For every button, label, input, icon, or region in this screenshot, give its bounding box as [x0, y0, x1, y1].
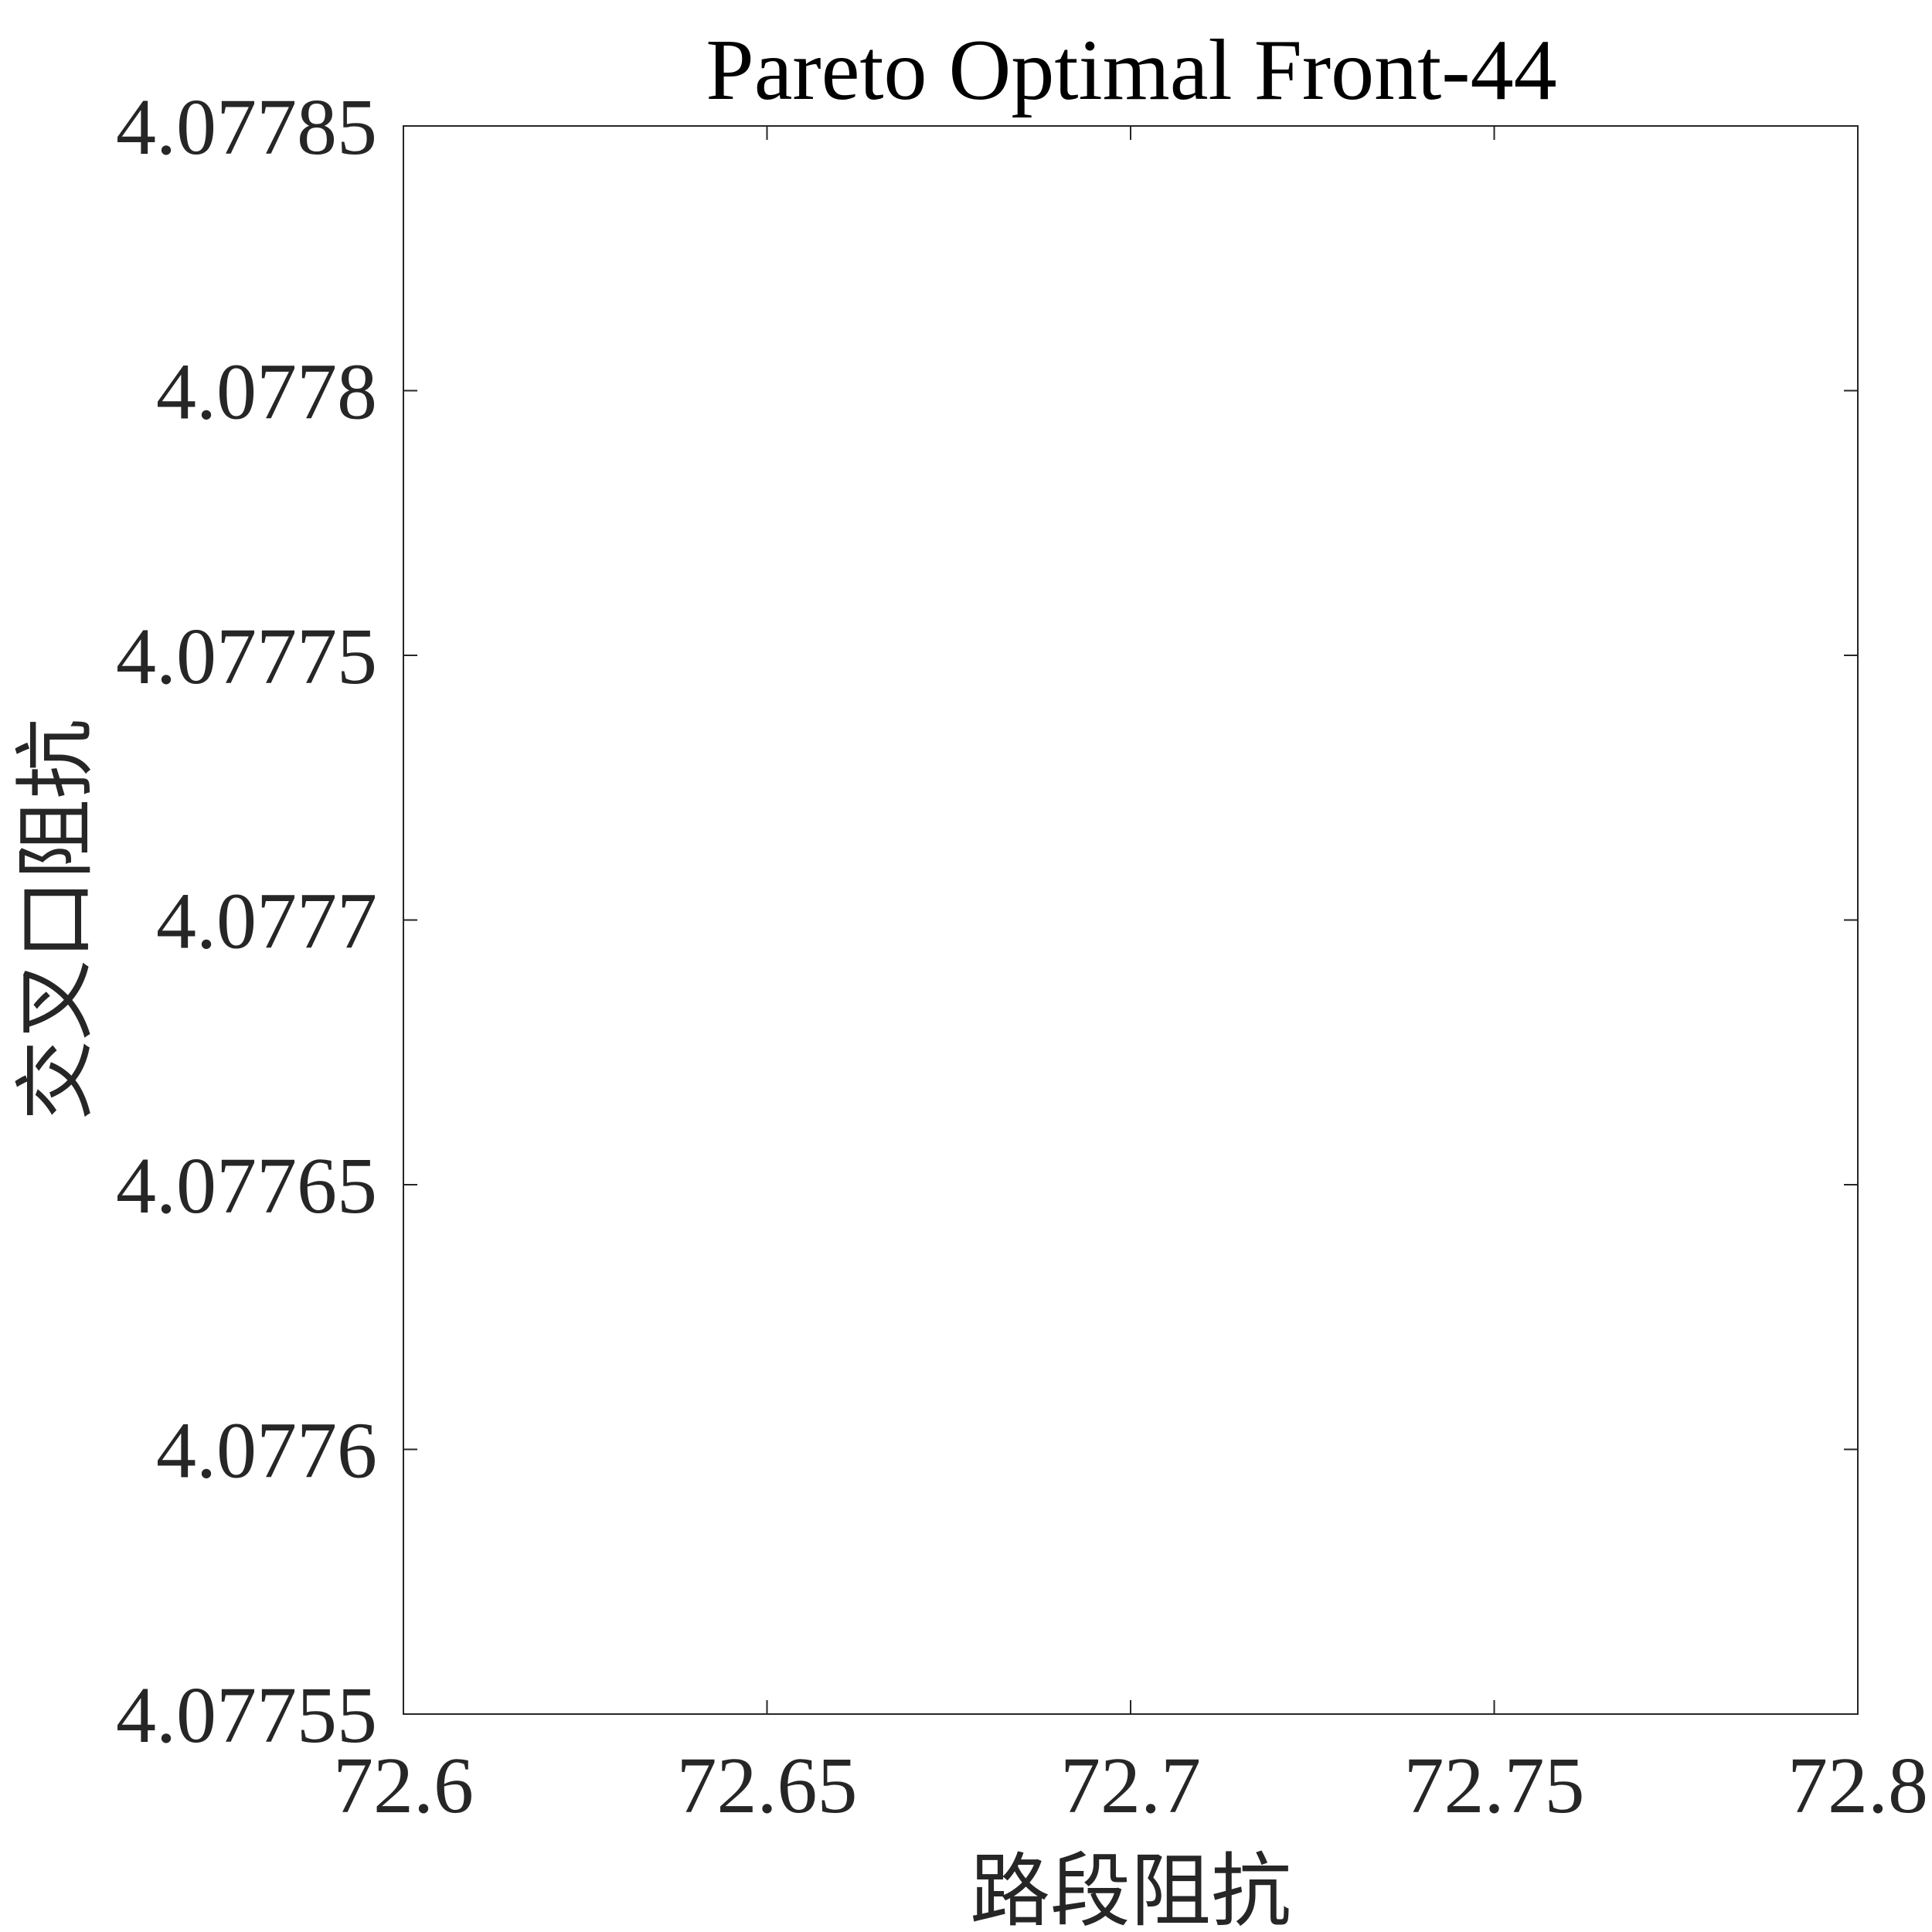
chart-title: Pareto Optimal Front-44	[706, 22, 1556, 118]
y-tick-label: 4.07765	[116, 1141, 377, 1230]
x-tick-label: 72.8	[1787, 1741, 1928, 1830]
x-axis-ticks: 72.6 72.65 72.7 72.75 72.8	[333, 126, 1928, 1830]
y-tick-label: 4.0776	[156, 1406, 377, 1495]
x-tick-label: 72.75	[1404, 1741, 1585, 1830]
x-tick-label: 72.7	[1060, 1741, 1201, 1830]
y-tick-label: 4.07775	[116, 612, 377, 701]
y-tick-label: 4.07785	[116, 83, 377, 172]
x-axis-label: 路段阻抗	[970, 1848, 1291, 1932]
y-axis-ticks: 4.07755 4.0776 4.07765 4.0777 4.07775 4.0778 4…	[116, 83, 1858, 1760]
y-tick-label: 4.0777	[156, 877, 377, 966]
x-tick-label: 72.65	[677, 1741, 858, 1830]
y-tick-label: 4.07755	[116, 1671, 377, 1760]
x-tick-label: 72.6	[333, 1741, 474, 1830]
plot-area-frame	[403, 125, 1859, 1715]
y-axis-label: 交叉口阻抗	[12, 719, 101, 1121]
y-tick-label: 4.0778	[156, 348, 377, 437]
